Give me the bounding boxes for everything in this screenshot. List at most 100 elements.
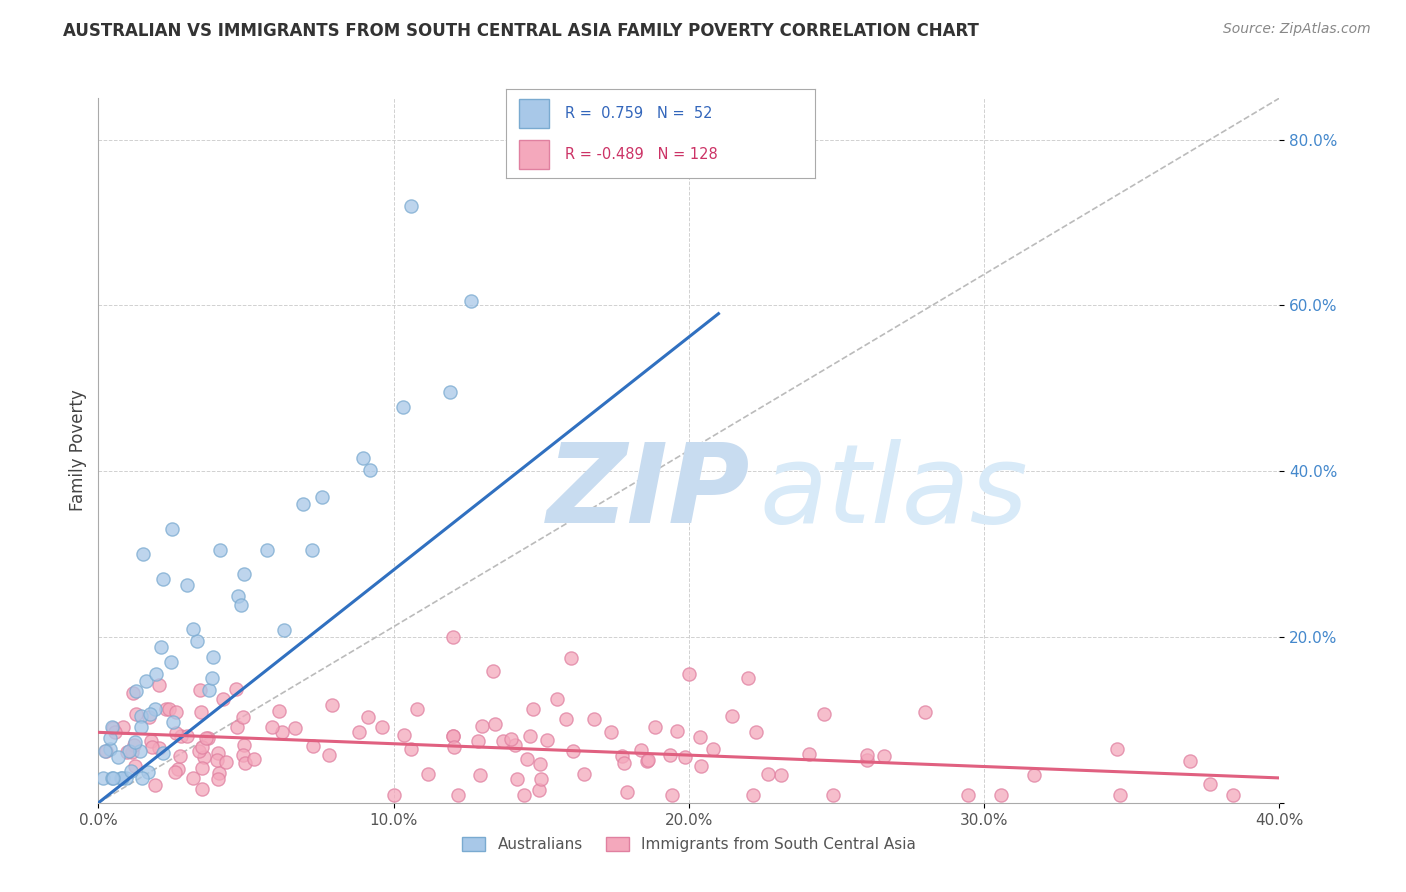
- Point: [678, 667, 700, 681]
- Point: [124, 759, 146, 773]
- Point: [301, 543, 323, 558]
- Point: [661, 788, 683, 802]
- Point: [207, 772, 229, 786]
- Point: [491, 733, 513, 747]
- Point: [522, 702, 544, 716]
- Point: [600, 724, 623, 739]
- Point: [165, 726, 187, 740]
- Point: [530, 772, 553, 786]
- Point: [145, 667, 167, 681]
- Point: [160, 655, 183, 669]
- Point: [176, 729, 198, 743]
- Point: [107, 750, 129, 764]
- Point: [186, 634, 208, 648]
- Point: [155, 702, 177, 716]
- Point: [270, 724, 292, 739]
- Point: [118, 744, 141, 758]
- Point: [352, 451, 374, 466]
- Point: [243, 752, 266, 766]
- Point: [856, 748, 879, 763]
- Point: [91, 771, 114, 785]
- Point: [823, 788, 845, 802]
- Point: [111, 771, 134, 785]
- Point: [441, 730, 464, 744]
- Point: [1105, 741, 1128, 756]
- Point: [318, 747, 340, 762]
- Point: [675, 750, 697, 764]
- Point: [191, 739, 214, 754]
- Point: [165, 705, 187, 719]
- Point: [198, 682, 221, 697]
- Point: [162, 714, 184, 729]
- Point: [273, 624, 295, 638]
- Point: [644, 720, 666, 734]
- Point: [148, 740, 170, 755]
- Point: [467, 733, 489, 747]
- Point: [232, 710, 254, 724]
- Text: R =  0.759   N =  52: R = 0.759 N = 52: [565, 106, 713, 121]
- Point: [122, 686, 145, 700]
- Point: [124, 738, 146, 752]
- Point: [292, 497, 315, 511]
- Point: [1178, 754, 1201, 768]
- Point: [610, 749, 633, 764]
- Point: [121, 745, 143, 759]
- Point: [136, 765, 159, 780]
- Point: [176, 578, 198, 592]
- Point: [191, 782, 214, 797]
- Point: [188, 744, 211, 758]
- Point: [572, 767, 595, 781]
- Point: [689, 759, 711, 773]
- Point: [399, 742, 422, 756]
- Point: [468, 768, 491, 782]
- Point: [269, 704, 291, 718]
- Point: [197, 731, 219, 745]
- Point: [193, 750, 215, 764]
- Point: [357, 710, 380, 724]
- Point: [132, 547, 155, 561]
- Point: [499, 732, 522, 747]
- Point: [191, 761, 214, 775]
- Point: [416, 766, 439, 780]
- Bar: [519, 99, 550, 128]
- Point: [914, 705, 936, 719]
- Point: [143, 702, 166, 716]
- Point: [233, 756, 256, 771]
- Point: [503, 739, 526, 753]
- Text: Source: ZipAtlas.com: Source: ZipAtlas.com: [1223, 22, 1371, 37]
- Point: [756, 766, 779, 780]
- Point: [201, 650, 224, 665]
- Point: [1198, 777, 1220, 791]
- Point: [401, 199, 423, 213]
- Point: [856, 753, 879, 767]
- Bar: [519, 140, 550, 169]
- Point: [382, 788, 405, 802]
- Point: [990, 788, 1012, 802]
- Point: [152, 746, 174, 760]
- Point: [125, 706, 148, 721]
- Point: [93, 744, 115, 758]
- Point: [613, 756, 636, 770]
- Point: [616, 785, 638, 799]
- Point: [163, 764, 186, 779]
- Point: [460, 293, 482, 308]
- Point: [471, 719, 494, 733]
- Point: [194, 731, 217, 745]
- Point: [181, 772, 204, 786]
- Point: [183, 622, 205, 636]
- Point: [101, 721, 124, 735]
- Point: [630, 743, 652, 757]
- Point: [583, 712, 606, 726]
- Point: [516, 752, 538, 766]
- Point: [211, 692, 233, 706]
- Point: [162, 522, 183, 536]
- Point: [813, 707, 835, 722]
- Point: [371, 720, 394, 734]
- Point: [560, 650, 582, 665]
- Point: [148, 678, 170, 692]
- Point: [481, 664, 503, 678]
- Point: [536, 733, 558, 747]
- Point: [170, 729, 193, 743]
- Point: [873, 749, 896, 764]
- Point: [443, 740, 465, 755]
